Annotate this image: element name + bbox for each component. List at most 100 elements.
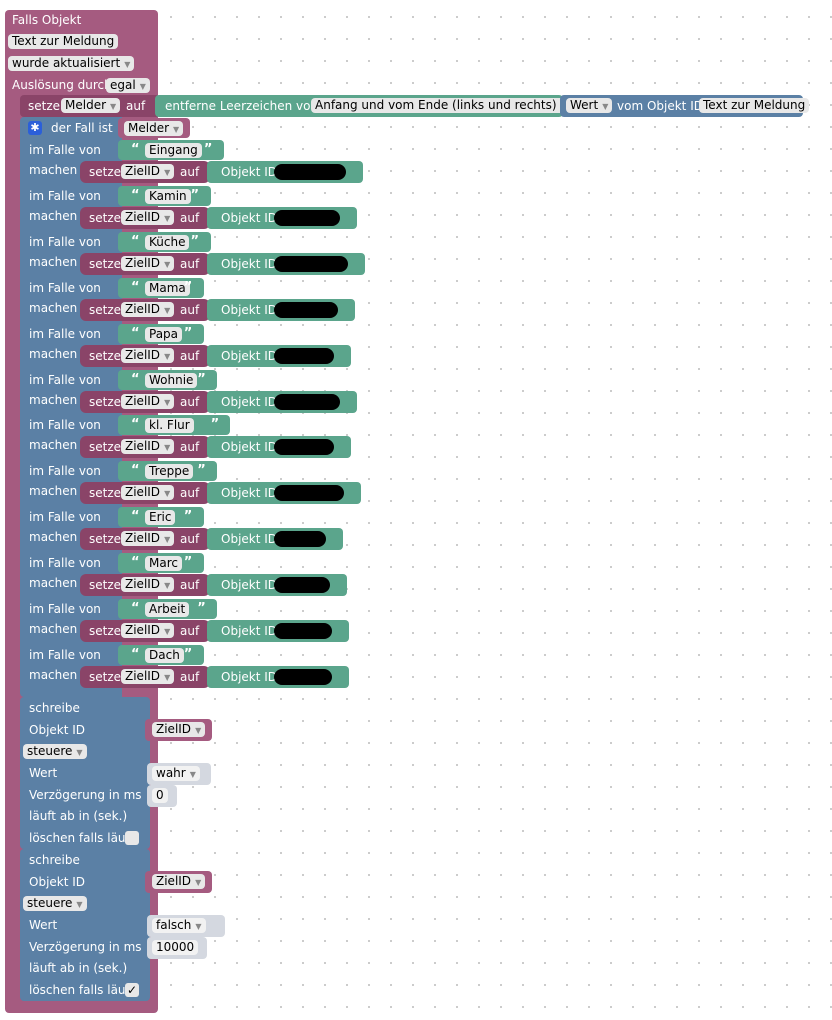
case-value-field[interactable]: Wohnie <box>145 372 198 388</box>
set-target-auf-label: auf <box>180 578 200 593</box>
set-target-setze-label: setze <box>89 210 122 225</box>
redacted-object-id <box>274 301 338 318</box>
set-target-var-dropdown[interactable]: ZielID ▼ <box>121 255 175 271</box>
set-target-auf-label: auf <box>180 440 200 455</box>
case-value-field[interactable]: Eingang <box>145 143 202 158</box>
close-quote-icon: ” <box>190 187 200 203</box>
set-target-setze-label: setze <box>89 440 122 455</box>
do-label: machen <box>29 346 78 361</box>
open-quote-icon: “ <box>131 509 140 525</box>
chevron-down-icon: ▼ <box>164 627 171 636</box>
case-value-field[interactable]: Marc <box>145 556 182 572</box>
case-value-field[interactable]: Kamin <box>145 188 191 204</box>
redacted-object-id <box>274 577 330 594</box>
set-target-var-dropdown[interactable]: ZielID ▼ <box>121 485 175 501</box>
get-value-dropdown[interactable]: Wert ▼ <box>566 98 613 113</box>
switch-header-label: der Fall ist <box>51 121 113 135</box>
chevron-down-icon: ▼ <box>164 672 171 682</box>
close-quote-icon: ” <box>183 555 193 571</box>
get-value-object-field[interactable]: Text zur Meldung <box>699 98 810 113</box>
write-delay-input[interactable]: 0 <box>152 788 168 803</box>
close-quote-icon: ” <box>210 417 220 433</box>
set-target-var-dropdown[interactable]: ZielID ▼ <box>121 531 175 547</box>
set-target-var-dropdown[interactable]: ZielID ▼ <box>121 439 175 455</box>
write-block[interactable] <box>20 849 150 1001</box>
object-id-label: Objekt ID <box>221 669 278 684</box>
write-title: schreibe <box>29 701 80 715</box>
case-value-field[interactable]: kl. Flur <box>145 418 194 434</box>
set-target-setze-label: setze <box>89 624 122 638</box>
write-objekt-id-dropdown[interactable]: ZielID ▼ <box>152 874 206 889</box>
ausloesung-dropdown[interactable]: egal ▼ <box>106 78 150 93</box>
set-target-auf-label: auf <box>180 532 200 547</box>
case-label: im Falle von <box>29 234 101 249</box>
do-label: machen <box>29 300 78 315</box>
write-mode-dropdown[interactable]: steuere ▼ <box>23 896 87 911</box>
set-melder-var-dropdown[interactable]: Melder ▼ <box>61 98 121 113</box>
close-quote-icon: ” <box>183 325 193 341</box>
case-value-field[interactable]: Arbeit <box>145 602 190 617</box>
switch-var-dropdown[interactable]: Melder ▼ <box>124 121 184 136</box>
case-value-field[interactable]: Treppe <box>145 464 194 480</box>
write-wert-dropdown[interactable]: falsch ▼ <box>152 918 206 933</box>
set-target-var-dropdown[interactable]: ZielID ▼ <box>121 347 175 363</box>
case-label: im Falle von <box>29 647 101 662</box>
write-wert-dropdown[interactable]: wahr ▼ <box>152 766 200 781</box>
case-value-field[interactable]: Küche <box>145 234 190 250</box>
open-quote-icon: “ <box>131 325 140 341</box>
redacted-object-id <box>274 164 346 180</box>
write-objekt-id-label: Objekt ID <box>29 723 86 737</box>
write-clear-checkbox[interactable] <box>125 831 139 845</box>
case-label: im Falle von <box>29 372 101 387</box>
write-wert-label: Wert <box>29 766 58 780</box>
set-target-auf-label: auf <box>180 210 200 225</box>
chevron-down-icon: ▼ <box>124 60 131 69</box>
gear-icon[interactable]: ✱ <box>28 121 42 135</box>
chevron-down-icon: ▼ <box>173 125 180 134</box>
set-target-setze-label: setze <box>89 165 122 179</box>
chevron-down-icon: ▼ <box>164 489 171 499</box>
chevron-down-icon: ▼ <box>76 900 83 909</box>
case-value-field[interactable]: Papa <box>145 326 183 342</box>
object-id-label: Objekt ID <box>221 578 278 593</box>
set-target-var-dropdown[interactable]: ZielID ▼ <box>121 164 175 179</box>
trim-label: entferne Leerzeichen vom <box>165 99 323 113</box>
case-label: im Falle von <box>29 556 101 571</box>
redacted-object-id <box>274 439 334 456</box>
trigger-object-field[interactable]: Text zur Meldung <box>8 34 119 49</box>
trigger-mode-dropdown[interactable]: wurde aktualisiert ▼ <box>8 56 135 71</box>
case-label: im Falle von <box>29 280 101 295</box>
set-target-auf-label: auf <box>180 394 200 409</box>
write-title: schreibe <box>29 853 80 867</box>
write-objekt-id-dropdown[interactable]: ZielID ▼ <box>152 722 206 737</box>
write-delay-input[interactable]: 10000 <box>152 940 199 955</box>
set-target-var-dropdown[interactable]: ZielID ▼ <box>121 209 175 225</box>
set-target-var-dropdown[interactable]: ZielID ▼ <box>121 577 175 593</box>
set-target-auf-label: auf <box>180 302 200 317</box>
write-mode-dropdown[interactable]: steuere ▼ <box>23 744 87 759</box>
trim-mode-dropdown[interactable]: Anfang und vom Ende (links und rechts)▼ <box>311 98 571 113</box>
set-target-var-dropdown[interactable]: ZielID ▼ <box>121 393 175 409</box>
write-wert-label: Wert <box>29 918 58 932</box>
do-label: machen <box>29 254 78 269</box>
write-clear-label: löschen falls läuft <box>29 983 135 997</box>
set-target-var-dropdown[interactable]: ZielID ▼ <box>121 301 175 317</box>
case-value-field[interactable]: Dach <box>145 647 184 663</box>
redacted-object-id <box>274 255 348 272</box>
open-quote-icon: “ <box>131 187 140 203</box>
redacted-object-id <box>274 485 344 502</box>
chevron-down-icon: ▼ <box>164 397 171 407</box>
case-value-field[interactable]: Eric <box>145 510 176 526</box>
set-target-var-dropdown[interactable]: ZielID ▼ <box>121 668 175 684</box>
object-id-label: Objekt ID <box>221 302 278 317</box>
write-block[interactable] <box>20 697 150 849</box>
trigger-title: Falls Objekt <box>12 13 82 27</box>
case-value-field[interactable]: Mama <box>145 280 190 296</box>
chevron-down-icon: ▼ <box>195 878 202 887</box>
set-target-var-dropdown[interactable]: ZielID ▼ <box>121 623 175 638</box>
chevron-down-icon: ▼ <box>164 581 171 591</box>
redacted-object-id <box>274 209 340 226</box>
close-quote-icon: ” <box>183 646 193 662</box>
write-clear-checkbox[interactable]: ✓ <box>125 983 139 997</box>
set-melder-auf-label: auf <box>126 99 146 113</box>
